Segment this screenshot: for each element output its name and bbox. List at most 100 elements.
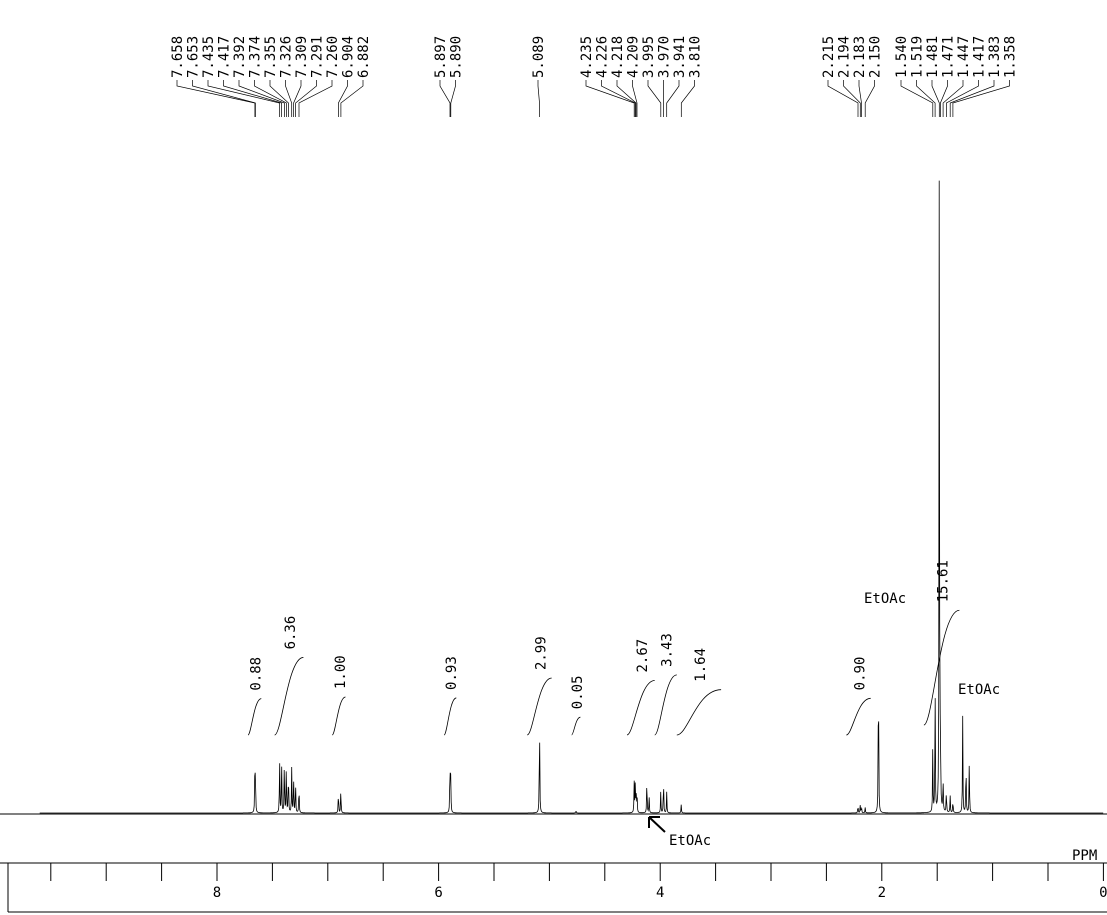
integral-curve xyxy=(923,609,960,726)
peak-label: 4.209 xyxy=(626,36,642,78)
peak-label: 5.897 xyxy=(433,36,449,78)
peak-connector xyxy=(680,80,695,117)
x-tick-label: 0 xyxy=(1099,885,1107,901)
peak-label: 7.326 xyxy=(279,36,295,78)
peak-label: 2.194 xyxy=(837,36,853,78)
peak-connector xyxy=(632,80,638,117)
integral-label: 2.99 xyxy=(533,636,549,670)
integral-curve xyxy=(846,697,871,736)
peak-label: 1.540 xyxy=(894,36,910,78)
peak-connector xyxy=(269,80,289,117)
spectrum-line xyxy=(39,180,1104,814)
peak-label: 2.215 xyxy=(821,36,837,78)
integral-label: 0.90 xyxy=(853,657,869,691)
peak-connector xyxy=(293,80,302,117)
peak-connector xyxy=(949,80,995,117)
peak-label: 2.183 xyxy=(852,36,868,78)
x-tick-label: 2 xyxy=(878,885,886,901)
peak-label: 1.471 xyxy=(941,36,957,78)
peak-connector xyxy=(858,80,862,117)
annotation-arrow-icon xyxy=(648,816,666,833)
integral-curve xyxy=(654,674,677,736)
peak-connector xyxy=(952,80,1010,117)
integral-curve xyxy=(676,689,722,736)
peak-connector xyxy=(176,80,256,117)
integral-curve xyxy=(526,677,552,736)
peak-label: 7.291 xyxy=(310,36,326,78)
peak-label: 6.882 xyxy=(356,36,372,78)
peak-connector xyxy=(298,80,333,117)
integral-curve xyxy=(274,657,304,736)
peak-label: 7.417 xyxy=(217,36,233,78)
peak-connector xyxy=(601,80,636,117)
solvent-annotations: EtOAc EtOAc EtOAc xyxy=(648,591,1000,849)
integral-label: 0.88 xyxy=(249,657,265,691)
peak-connector xyxy=(207,80,280,117)
peak-label: 7.374 xyxy=(248,36,264,78)
peak-label: 4.226 xyxy=(595,36,611,78)
peak-label: 7.260 xyxy=(325,36,341,78)
integral-curve xyxy=(626,680,655,736)
peak-connector xyxy=(285,80,293,117)
peak-connector xyxy=(254,80,287,117)
peak-label: 1.417 xyxy=(972,36,988,78)
peak-connector xyxy=(450,80,456,117)
peak-labels: 7.658 7.653 7.435 7.417 7.392 7.374 7.355 7.326… xyxy=(170,36,1019,117)
peak-label: 3.941 xyxy=(672,36,688,78)
integral-label: 1.64 xyxy=(693,648,709,682)
peak-label: 7.355 xyxy=(263,36,279,78)
peak-label: 3.810 xyxy=(688,36,704,78)
x-tick-label: 6 xyxy=(434,885,442,901)
peak-label: 7.309 xyxy=(294,36,310,78)
peak-label: 7.435 xyxy=(201,36,217,78)
peak-connector xyxy=(223,80,282,117)
peak-label: 7.658 xyxy=(170,36,186,78)
peak-label: 1.519 xyxy=(910,36,926,78)
integral-label: 1.00 xyxy=(333,655,349,689)
peak-connector xyxy=(238,80,285,117)
x-tick-label: 4 xyxy=(656,885,664,901)
integral-curve xyxy=(443,697,457,736)
integral-curve xyxy=(571,716,581,736)
spectrum-trace xyxy=(39,180,1104,814)
peak-connector xyxy=(916,80,936,117)
integral-label: 0.05 xyxy=(570,675,586,709)
peak-label: 3.970 xyxy=(657,36,673,78)
peak-connector xyxy=(338,80,348,117)
peak-connector xyxy=(537,80,540,117)
integral-label: 15.61 xyxy=(936,560,952,602)
integral-curve xyxy=(331,696,346,736)
peak-label: 6.904 xyxy=(341,36,357,78)
peak-connector xyxy=(940,80,948,117)
x-tick-label: 8 xyxy=(213,885,221,901)
annotation-label: EtOAc xyxy=(958,682,1000,698)
peak-label: 1.481 xyxy=(925,36,941,78)
peak-label: 7.653 xyxy=(186,36,202,78)
peak-label: 4.235 xyxy=(579,36,595,78)
peak-label: 1.447 xyxy=(956,36,972,78)
peak-connector xyxy=(647,80,662,117)
peak-connector xyxy=(439,80,451,117)
peak-connector xyxy=(942,80,964,117)
integral-label: 6.36 xyxy=(283,616,299,650)
annotation-label: EtOAc xyxy=(864,591,906,607)
peak-label: 1.358 xyxy=(1003,36,1019,78)
peak-connector xyxy=(340,80,364,117)
integral-label: 3.43 xyxy=(660,633,676,667)
peak-connector xyxy=(827,80,859,117)
peak-connector xyxy=(931,80,940,117)
peak-label: 5.089 xyxy=(531,36,547,78)
integral-curve xyxy=(247,698,262,736)
axis-lines xyxy=(0,813,1107,913)
peak-connector xyxy=(616,80,637,117)
peak-label: 7.392 xyxy=(232,36,248,78)
x-axis-label: PPM xyxy=(1072,848,1097,864)
peak-connector xyxy=(864,80,875,117)
peak-connector xyxy=(666,80,680,117)
annotation-label: EtOAc xyxy=(669,833,711,849)
peak-label: 2.150 xyxy=(868,36,884,78)
peak-connector xyxy=(585,80,635,117)
peak-label: 1.383 xyxy=(987,36,1003,78)
peak-label: 5.890 xyxy=(449,36,465,78)
